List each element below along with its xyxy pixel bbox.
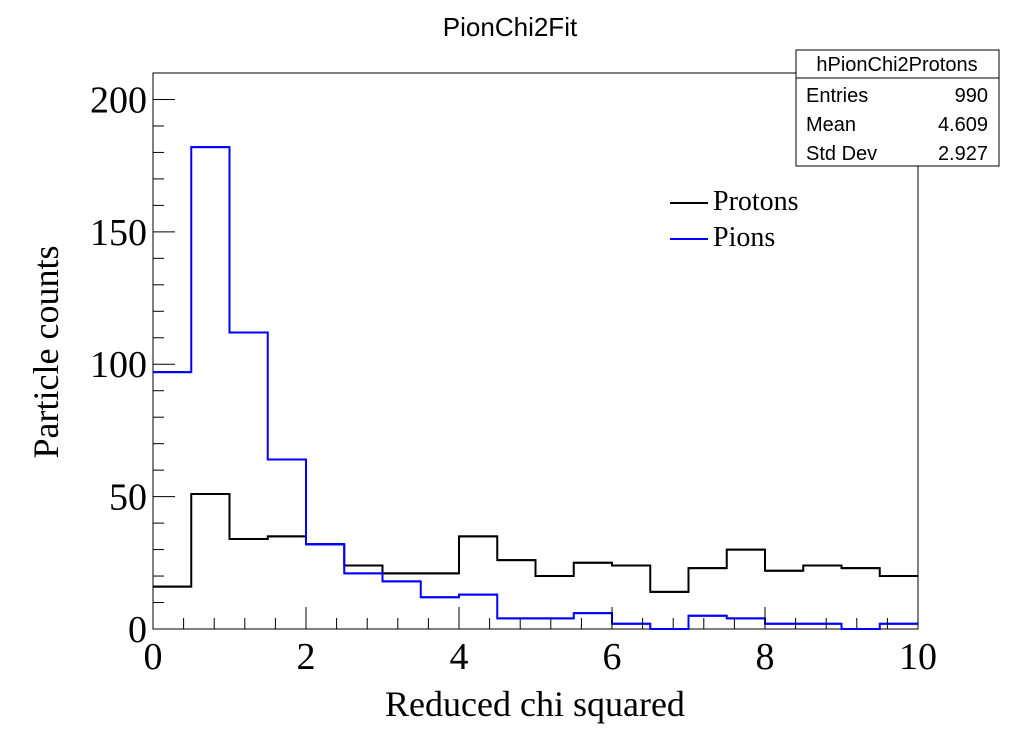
x-tick-label: 2	[297, 636, 316, 678]
stats-entries-label: Entries	[806, 85, 868, 107]
series-pions	[153, 146, 918, 630]
y-tick-label: 50	[109, 477, 147, 519]
y-tick-label: 200	[90, 79, 147, 121]
stats-box: hPionChi2Protons Entries 990 Mean 4.609 …	[795, 49, 1000, 167]
x-axis-title: Reduced chi squared	[385, 684, 685, 724]
x-tick-label: 8	[756, 636, 775, 678]
stats-mean-label: Mean	[806, 114, 856, 136]
stats-stddev-value: 2.927	[938, 143, 988, 165]
x-tick-label: 6	[603, 636, 622, 678]
legend-pions-label: Pions	[713, 222, 775, 253]
series-layer	[153, 146, 918, 630]
series-protons	[153, 492, 918, 593]
stats-entries-value: 990	[955, 85, 988, 107]
series-protons-outline	[153, 492, 918, 593]
series-pions-outline	[153, 146, 918, 630]
x-tick-label: 0	[144, 636, 163, 678]
stats-mean-value: 4.609	[938, 114, 988, 136]
y-axis-title: Particle counts	[26, 246, 66, 459]
x-tick-label: 10	[899, 636, 937, 678]
stats-box-frame	[795, 49, 1000, 167]
y-tick-label: 0	[128, 609, 147, 651]
y-tick-label: 150	[90, 212, 147, 254]
legend: Protons Pions	[670, 186, 799, 253]
x-tick-label: 4	[450, 636, 469, 678]
plot-frame	[152, 72, 919, 630]
chart-title: PionChi2Fit	[443, 12, 578, 42]
stats-box-title: hPionChi2Protons	[816, 54, 977, 76]
legend-protons-label: Protons	[713, 186, 799, 217]
y-tick-label: 100	[90, 344, 147, 386]
stats-stddev-label: Std Dev	[806, 143, 877, 165]
